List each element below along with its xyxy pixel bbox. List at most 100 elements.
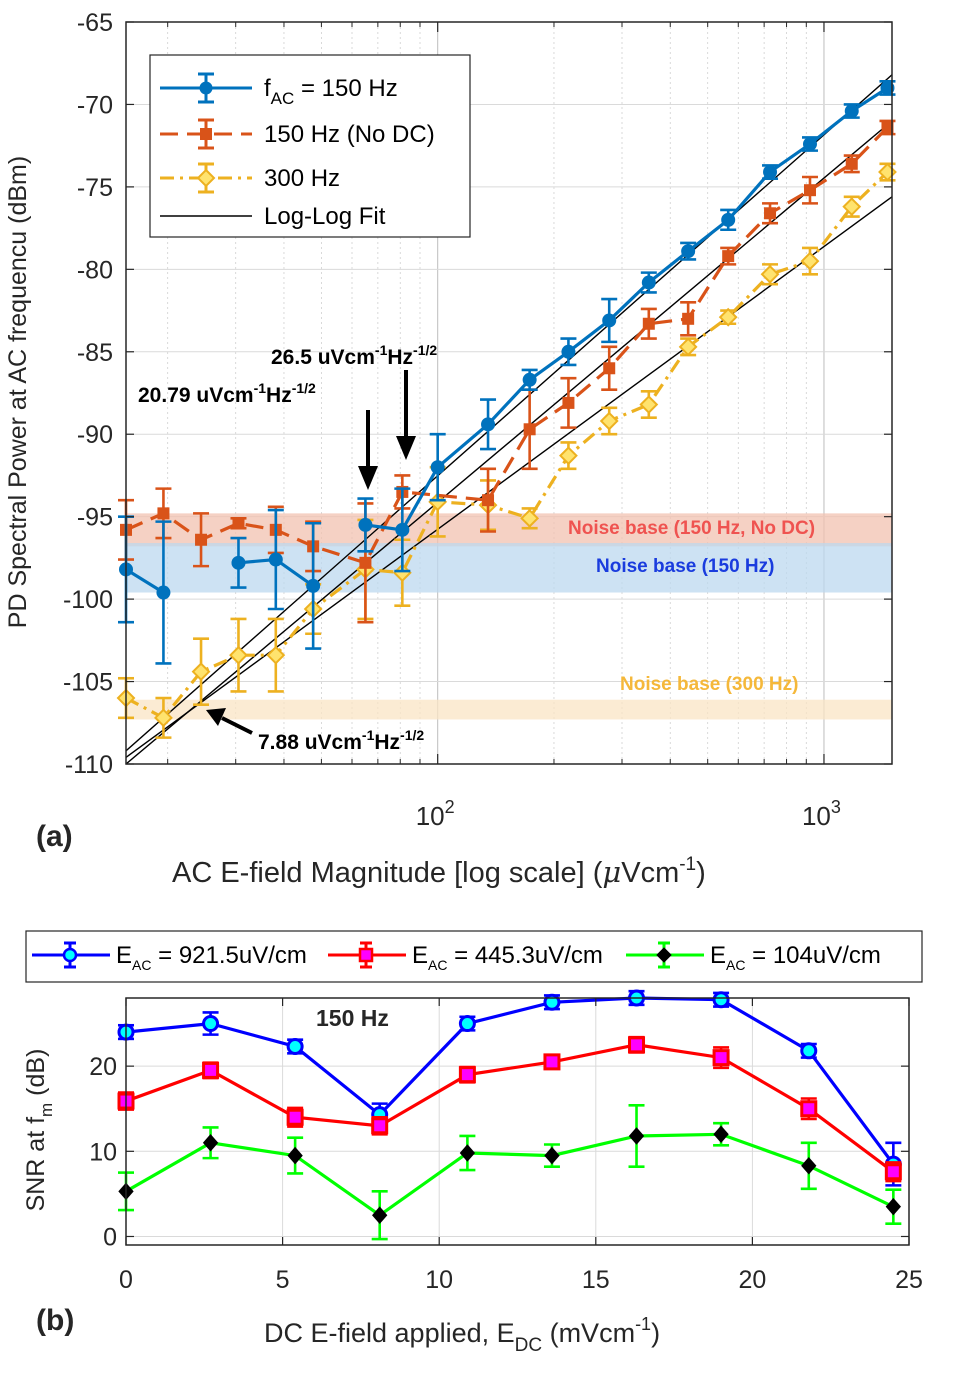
x-tick-label-b: 20 — [738, 1266, 766, 1294]
noise-label-150-nodc: Noise base (150 Hz, No DC) — [568, 518, 815, 539]
data-point — [641, 275, 656, 290]
data-point — [800, 1100, 818, 1118]
data-point — [231, 555, 246, 570]
y-tick-label-a: -70 — [77, 91, 113, 119]
legend-item-150-nodc: 150 Hz (No DC) — [160, 118, 435, 150]
series-line — [365, 86, 889, 532]
data-point — [682, 312, 695, 325]
x-tick-exp: 2 — [445, 797, 455, 817]
data-point — [800, 1042, 818, 1060]
data-point — [482, 494, 495, 507]
y-tick-label-b: 0 — [103, 1223, 117, 1251]
data-point — [881, 121, 894, 134]
y-tick-label-a: -100 — [63, 586, 113, 614]
data-point — [603, 362, 616, 375]
data-point — [628, 1036, 646, 1054]
panel-label-a: (a) — [36, 820, 73, 853]
x-axis-label-b: DC E-field applied, EDC (mVcm-1) — [264, 1314, 660, 1356]
data-point — [561, 344, 576, 359]
y-tick-label-a: -65 — [77, 9, 113, 37]
svg-text:EAC = 921.5uV/cm: EAC = 921.5uV/cm — [116, 942, 307, 973]
x-tick-label-b: 10 — [425, 1266, 453, 1294]
data-point — [543, 993, 561, 1011]
data-point — [395, 522, 410, 537]
data-point — [202, 1061, 220, 1079]
data-point — [718, 307, 738, 327]
plot-area-b — [126, 998, 909, 1245]
x-tick-labels-a: 102 10 3 — [416, 797, 841, 831]
data-point — [232, 517, 245, 530]
fit-line — [125, 74, 893, 752]
series-line — [125, 1043, 895, 1174]
log-log-fit-lines — [125, 74, 893, 765]
data-point — [562, 396, 575, 409]
legend-item-445: EAC = 445.3uV/cm — [328, 941, 603, 973]
data-point — [195, 533, 208, 546]
data-point — [459, 1144, 476, 1162]
data-point — [880, 80, 895, 95]
data-point — [712, 1049, 730, 1067]
data-point — [713, 1125, 729, 1144]
x-tick-label-a: 102 — [416, 797, 455, 831]
data-point — [359, 556, 372, 569]
y-tick-label-a: -95 — [77, 504, 113, 532]
data-point — [763, 165, 778, 180]
data-point — [154, 708, 173, 728]
y-tick-label-a: -105 — [63, 669, 113, 697]
data-point — [266, 645, 286, 665]
data-point — [191, 662, 211, 682]
data-point — [712, 991, 730, 1009]
data-point — [157, 507, 170, 520]
y-tick-label-b: 20 — [89, 1053, 117, 1081]
data-point — [642, 317, 655, 330]
data-point — [885, 1197, 902, 1216]
y-axis-label-a: PD Spectral Power at AC frequencu (dBm) — [4, 156, 32, 628]
data-point — [764, 207, 777, 220]
data-point — [481, 417, 496, 432]
data-point — [268, 552, 283, 567]
data-point — [458, 1066, 476, 1084]
data-point — [358, 517, 373, 532]
data-point — [286, 1108, 304, 1126]
data-point — [458, 1015, 476, 1033]
data-point — [845, 157, 858, 170]
axes-box-b — [125, 997, 910, 1246]
y-tick-label-a: -80 — [77, 256, 113, 284]
noise-band — [126, 543, 892, 593]
panel-b: EAC = 921.5uV/cm EAC = 445.3uV/cm EAC = … — [22, 930, 923, 1356]
data-point — [803, 184, 816, 197]
data-point — [202, 1134, 219, 1152]
data-point — [844, 104, 859, 119]
panel-a: -110-105-100-95-90-85-80-75-70-65 102 103… — [4, 9, 897, 889]
x-tick-exp: 3 — [831, 797, 841, 817]
arrow-7-88 — [206, 708, 253, 735]
legend-item-104: EAC = 104uV/cm — [626, 941, 881, 973]
data-point — [800, 251, 820, 271]
noise-band — [126, 699, 892, 720]
legend-item-921: EAC = 921.5uV/cm — [32, 941, 307, 973]
data-point — [628, 1127, 645, 1145]
data-point — [156, 585, 171, 600]
data-point — [371, 1117, 389, 1135]
data-point — [801, 1157, 817, 1175]
noise-band — [126, 513, 892, 547]
x-tick-label-b: 25 — [895, 1266, 923, 1294]
svg-text:EAC = 104uV/cm: EAC = 104uV/cm — [710, 942, 881, 973]
legend-item-fac-150: fAC = 150 Hz — [160, 72, 398, 108]
annotation-20-79: 20.79 uVcm-1Hz-1/2 — [138, 380, 316, 407]
data-point — [678, 337, 698, 357]
x-tick-label-b: 0 — [119, 1266, 133, 1294]
data-point — [543, 1053, 561, 1071]
x-tick-labels-b: 0 5 10 15 20 25 — [119, 1266, 923, 1294]
data-point — [523, 423, 536, 436]
fit-line — [125, 196, 893, 758]
data-point — [760, 264, 780, 284]
y-tick-label-a: -90 — [77, 421, 113, 449]
data-point — [802, 137, 817, 152]
y-tick-labels-a: -110 -105 -100 -95 -90 -85 -80 -75 -70 -65 — [63, 9, 113, 779]
legend-b: EAC = 921.5uV/cm EAC = 445.3uV/cm EAC = … — [25, 930, 923, 983]
x-tick-base: 10 — [416, 801, 445, 831]
data-point — [884, 1163, 902, 1181]
ticks-a — [126, 21, 892, 765]
